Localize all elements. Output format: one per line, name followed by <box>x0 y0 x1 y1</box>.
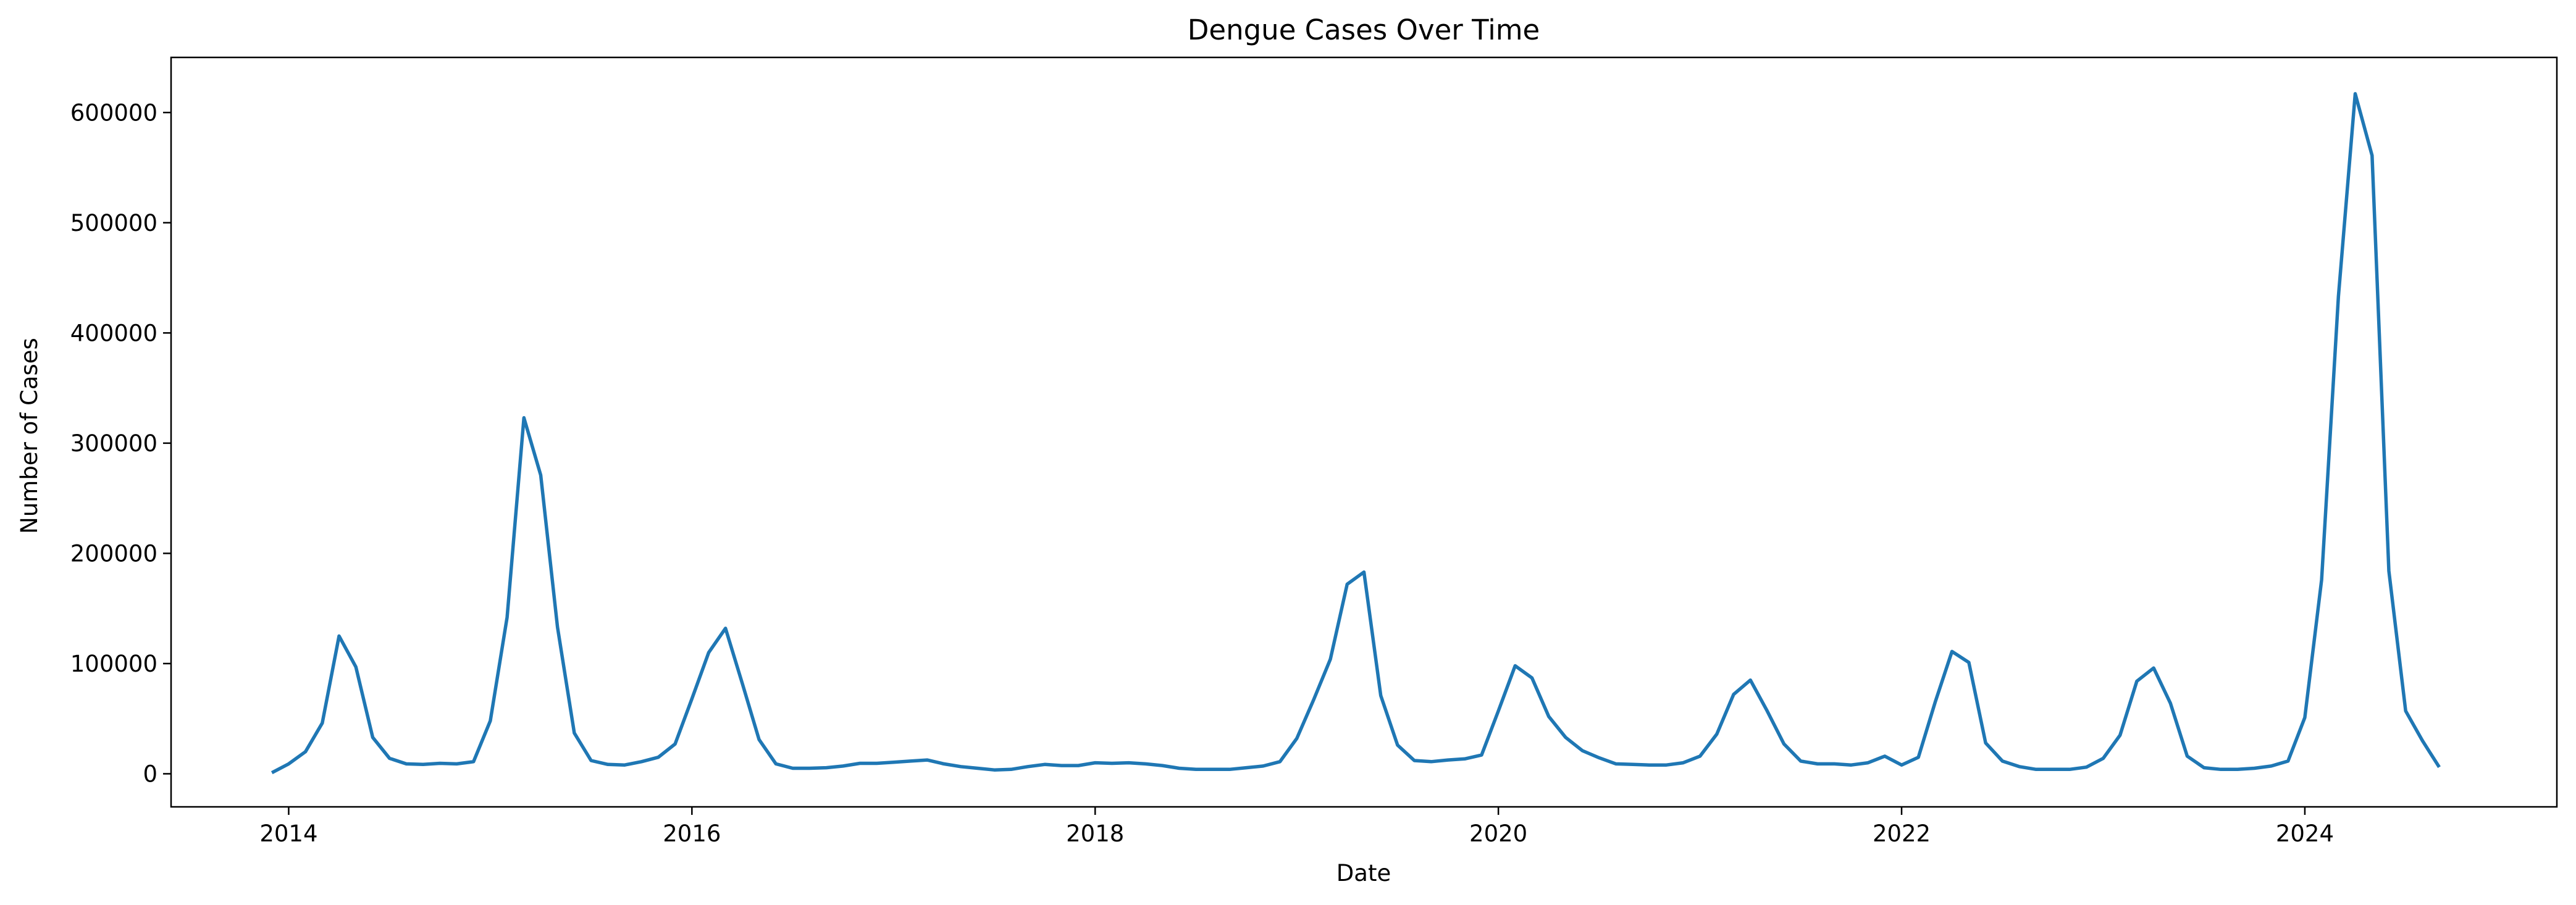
x-axis-title: Date <box>1336 860 1391 886</box>
y-tick-label-100000: 100000 <box>70 651 157 677</box>
plot-frame <box>170 56 2558 808</box>
x-tick-label-2020: 2020 <box>1469 820 1527 847</box>
y-tick-label-600000: 600000 <box>70 99 157 126</box>
plot-area <box>271 92 2441 775</box>
series-line-0 <box>271 92 2441 775</box>
x-tick-label-2024: 2024 <box>2276 820 2334 847</box>
chart-title: Dengue Cases Over Time <box>1188 14 1540 46</box>
y-tick-label-300000: 300000 <box>70 430 157 457</box>
y-axis-title: Number of Cases <box>16 338 43 534</box>
y-tick-label-200000: 200000 <box>70 540 157 567</box>
x-tick-label-2022: 2022 <box>1873 820 1931 847</box>
y-tick-label-500000: 500000 <box>70 210 157 236</box>
x-tick-label-2014: 2014 <box>259 820 317 847</box>
y-tick-label-0: 0 <box>143 761 157 787</box>
axes: 2014 2016 2018 2020 2022 2024 0 100000 200000 300… <box>70 56 2558 847</box>
y-tick-label-400000: 400000 <box>70 320 157 346</box>
x-tick-label-2016: 2016 <box>663 820 721 847</box>
x-tick-label-2018: 2018 <box>1066 820 1124 847</box>
